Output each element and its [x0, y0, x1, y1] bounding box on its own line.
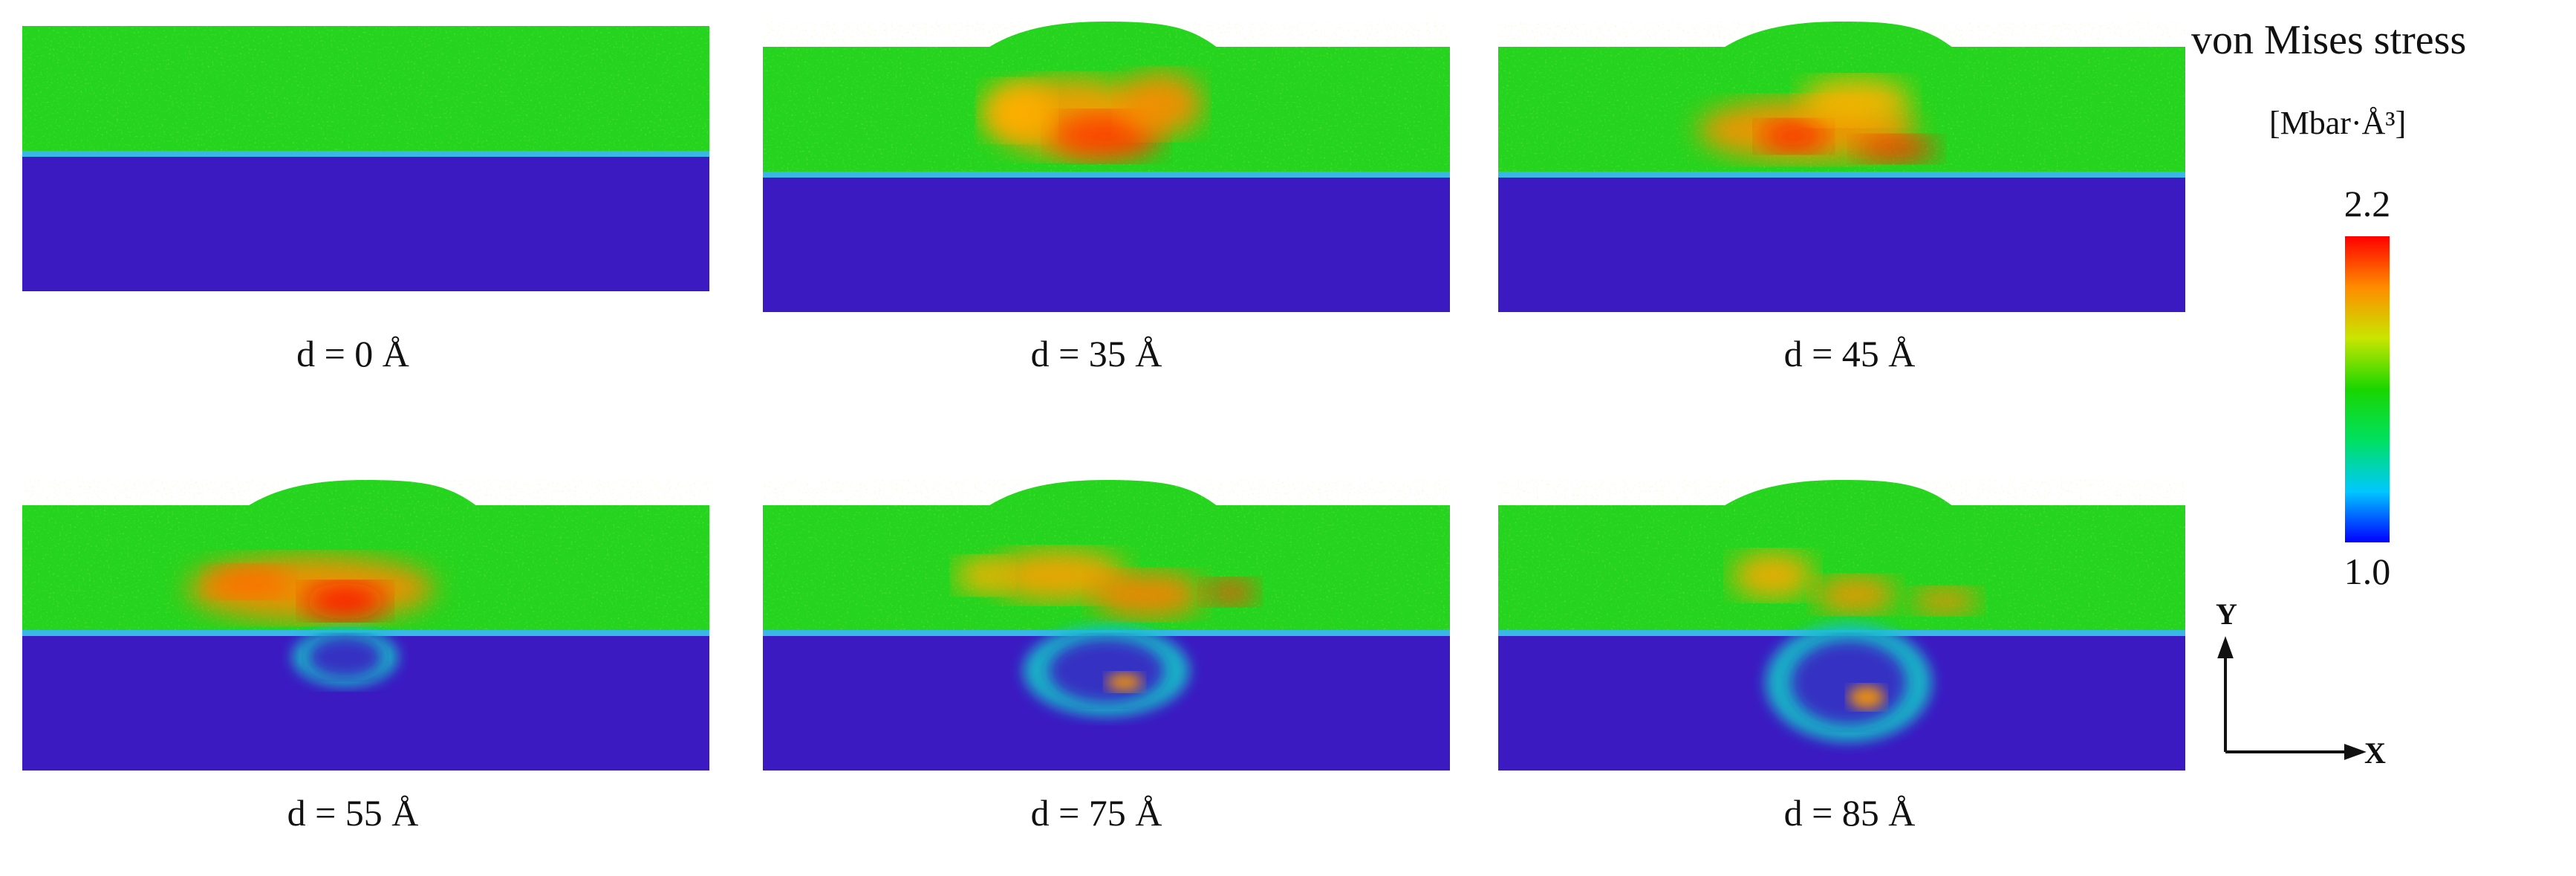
- simulation-panel: [22, 480, 709, 770]
- interface-line: [1498, 172, 2185, 178]
- simulation-panel: [763, 480, 1450, 770]
- legend-unit: [Mbar·Å³]: [2269, 105, 2407, 141]
- stress-hotspots: [187, 556, 435, 620]
- substrate-damage: [1023, 625, 1190, 716]
- panel-caption-d0: d = 0 Å: [296, 333, 409, 374]
- x-axis-label: X: [2364, 736, 2386, 770]
- substrate-damage: [1765, 623, 1932, 742]
- simulation-panel: [1498, 480, 2185, 770]
- stress-hotspots: [1731, 552, 1980, 614]
- stress-hotspots: [955, 550, 1258, 618]
- simulation-panel: [22, 26, 709, 291]
- panel-caption-d85: d = 85 Å: [1783, 792, 1916, 834]
- colorbar-max-label: 2.2: [2344, 183, 2391, 224]
- panel-caption-d75: d = 75 Å: [1030, 792, 1162, 834]
- interface-line: [763, 172, 1450, 178]
- colorbar: [2345, 236, 2390, 542]
- substrate-layer: [22, 154, 709, 291]
- panel-caption-d45: d = 45 Å: [1783, 333, 1916, 374]
- colorbar-min-label: 1.0: [2344, 551, 2391, 592]
- simulation-panel: [1498, 22, 2185, 312]
- stress-hotspots: [983, 72, 1203, 160]
- simulation-panel: [763, 22, 1450, 312]
- stress-hotspots: [1697, 77, 1938, 162]
- legend-title: von Mises stress: [2191, 17, 2467, 63]
- substrate-layer: [763, 175, 1450, 312]
- panel-caption-d55: d = 55 Å: [287, 792, 419, 834]
- interface-line: [22, 151, 709, 157]
- panel-caption-d35: d = 35 Å: [1030, 333, 1162, 374]
- substrate-damage: [292, 628, 398, 687]
- y-axis-label: Y: [2216, 597, 2237, 631]
- substrate-layer: [1498, 175, 2185, 312]
- axis-indicator: [2217, 636, 2367, 760]
